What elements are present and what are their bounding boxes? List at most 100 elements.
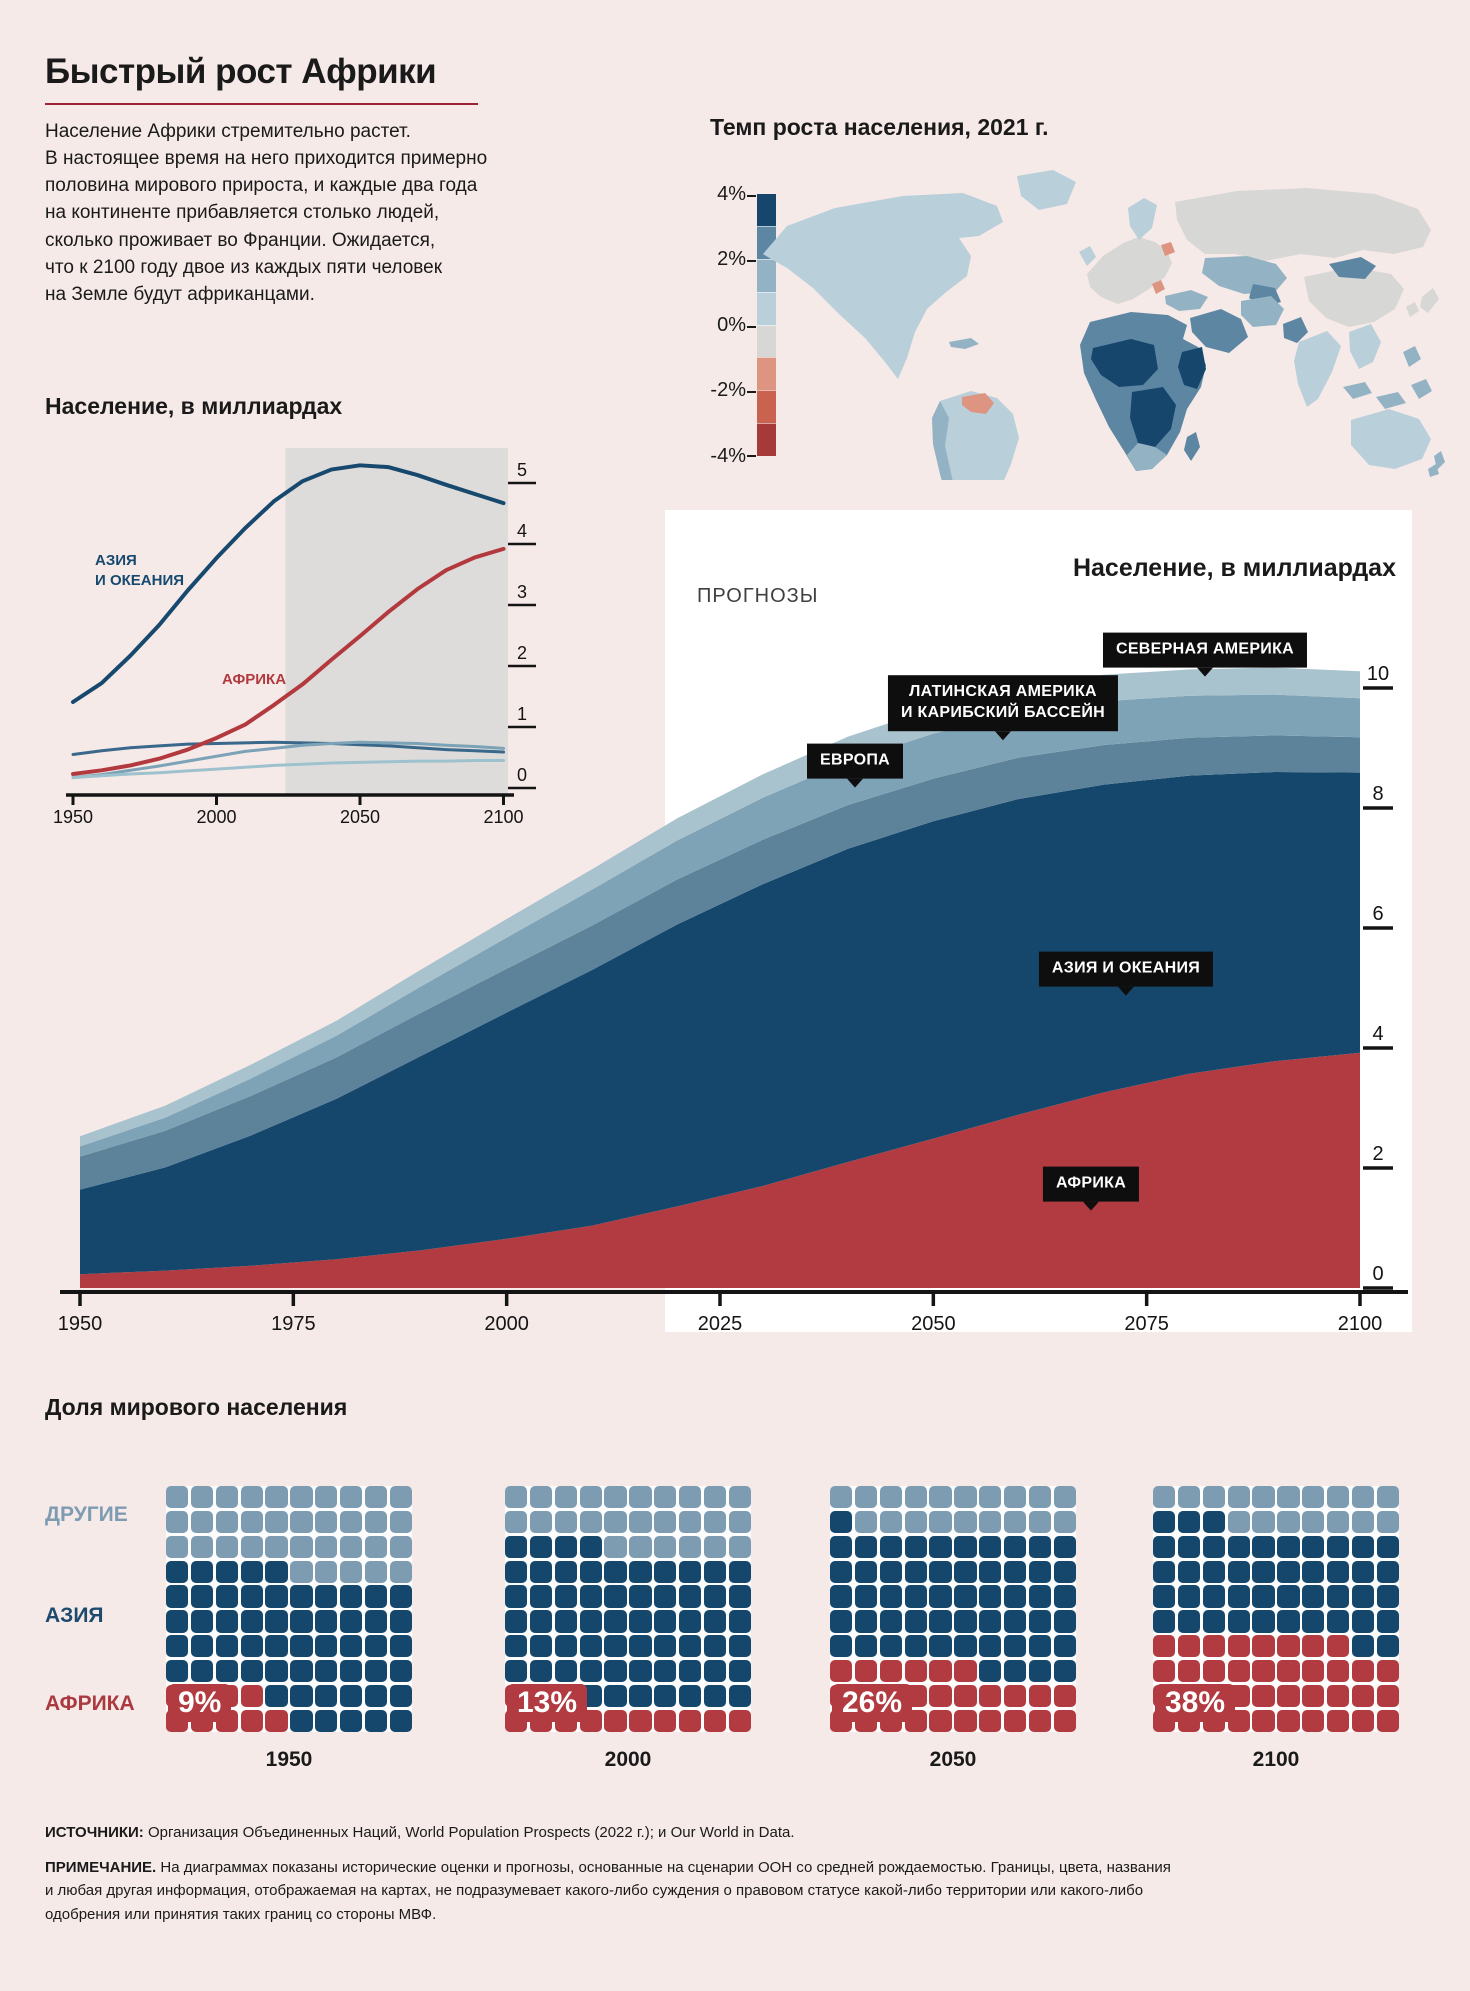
waffle-cell <box>1202 1486 1226 1509</box>
waffle-cell <box>728 1610 751 1633</box>
waffle-cell <box>505 1560 528 1583</box>
waffle-cell <box>604 1510 627 1534</box>
waffle-cell <box>1277 1510 1300 1534</box>
waffle-cell <box>290 1709 313 1732</box>
map-region-central-africa <box>1130 387 1176 447</box>
waffle-cell <box>830 1560 853 1583</box>
small-line-africa <box>71 546 506 776</box>
map-region-madagascar <box>1184 432 1200 461</box>
waffle-cell <box>604 1709 627 1732</box>
waffle-cell <box>1277 1709 1300 1732</box>
waffle-cell <box>364 1684 388 1708</box>
waffle-cell <box>315 1535 338 1559</box>
small-x-tick-label: 1950 <box>53 807 93 827</box>
waffle-cell <box>1302 1486 1325 1509</box>
waffle-cell <box>215 1635 239 1658</box>
waffle-cell <box>505 1510 528 1534</box>
map-region-india <box>1294 331 1341 407</box>
waffle-cell <box>265 1560 288 1583</box>
waffle-cell <box>703 1659 727 1683</box>
waffle-cell <box>364 1510 388 1534</box>
waffle-cell <box>1376 1535 1399 1559</box>
waffle-cell <box>364 1486 388 1509</box>
big-x-tick-label: 2000 <box>484 1313 529 1335</box>
legend-tick <box>747 326 756 328</box>
sources-note: ИСТОЧНИКИ: Организация Объединенных Наци… <box>45 1824 1445 1841</box>
waffle-cell <box>879 1635 903 1658</box>
waffle-cell <box>954 1635 977 1658</box>
waffle-legend-others: ДРУГИЕ <box>45 1503 128 1526</box>
waffle-cell <box>1153 1659 1176 1683</box>
waffle-cell <box>1302 1510 1325 1534</box>
waffle-cell <box>166 1635 189 1658</box>
waffle-cell <box>1153 1510 1176 1534</box>
waffle-cell <box>604 1684 627 1708</box>
waffle-cell <box>290 1535 313 1559</box>
waffle-cell <box>929 1684 952 1708</box>
waffle-cell <box>830 1659 853 1683</box>
small-line-north_america <box>71 759 505 780</box>
waffle-cell <box>830 1486 853 1509</box>
waffle-cell <box>604 1535 627 1559</box>
waffle-cell <box>1003 1610 1027 1633</box>
waffle-cell <box>339 1486 363 1509</box>
waffle-cell <box>215 1610 239 1633</box>
waffle-cell <box>1028 1535 1052 1559</box>
waffle-cell <box>1003 1659 1027 1683</box>
waffle-cell <box>929 1560 952 1583</box>
label-chip-asia-oceania: АЗИЯ И ОКЕАНИЯ <box>1038 951 1214 996</box>
waffle-year-label: 2050 <box>929 1748 977 1771</box>
waffle-cell <box>265 1709 288 1732</box>
waffle-cell <box>1302 1659 1325 1683</box>
waffle-cell <box>929 1659 952 1683</box>
waffle-cell <box>505 1635 528 1658</box>
waffle-cell <box>1053 1709 1076 1732</box>
waffle-cell <box>1202 1659 1226 1683</box>
waffle-cell <box>290 1659 313 1683</box>
waffle-cell <box>1028 1635 1052 1658</box>
waffle-cell <box>1003 1560 1027 1583</box>
waffle-cell <box>954 1709 977 1732</box>
waffle-cell <box>629 1535 652 1559</box>
waffle-cell <box>240 1659 263 1683</box>
waffle-cell <box>654 1610 677 1633</box>
big-y-tick-label: 0 <box>1372 1263 1383 1285</box>
waffle-cell <box>904 1659 927 1683</box>
waffle-cell <box>954 1560 977 1583</box>
waffle-cell <box>830 1610 853 1633</box>
waffle-cell <box>1177 1585 1201 1608</box>
waffle-cell <box>1202 1610 1226 1633</box>
waffle-cell <box>929 1486 952 1509</box>
waffle-cell <box>1177 1610 1201 1633</box>
waffle-cell <box>604 1560 627 1583</box>
waffle-cell <box>1028 1560 1052 1583</box>
waffle-cell <box>1277 1610 1300 1633</box>
waffle-cell <box>240 1585 263 1608</box>
waffle-cell <box>1376 1635 1399 1658</box>
map-region-europe <box>1087 237 1172 304</box>
stacked-area-chart: 1950 1975 2000 2025 2050 2075 2100 0 2 4 6 8 10 <box>40 500 1430 1352</box>
asia-line-label: АЗИЯ И ОКЕАНИЯ <box>95 552 185 590</box>
waffle-cell <box>554 1510 578 1534</box>
legend-label-2: 2% <box>717 248 746 270</box>
waffle-cell <box>554 1659 578 1683</box>
waffle-cell <box>629 1709 652 1732</box>
waffle-year-label: 2100 <box>1252 1748 1300 1771</box>
waffle-cell <box>1326 1486 1350 1509</box>
waffle-cell <box>315 1709 338 1732</box>
waffle-cell <box>1227 1560 1250 1583</box>
waffle-cell <box>1003 1486 1027 1509</box>
waffle-cell <box>1351 1659 1375 1683</box>
area-band-asia_oceania <box>80 772 1360 1275</box>
waffle-cell <box>654 1585 677 1608</box>
big-x-tick-label: 2050 <box>911 1313 956 1335</box>
waffle-cell <box>1227 1510 1250 1534</box>
waffle-cell <box>678 1684 702 1708</box>
map-region-baltic <box>1161 242 1175 256</box>
waffle-cell <box>1202 1560 1226 1583</box>
waffle-cell <box>678 1659 702 1683</box>
label-chip-north-america: СЕВЕРНАЯ АМЕРИКА <box>1102 632 1308 677</box>
waffle-cell <box>678 1709 702 1732</box>
waffle-cell <box>339 1709 363 1732</box>
waffle-cell <box>166 1610 189 1633</box>
